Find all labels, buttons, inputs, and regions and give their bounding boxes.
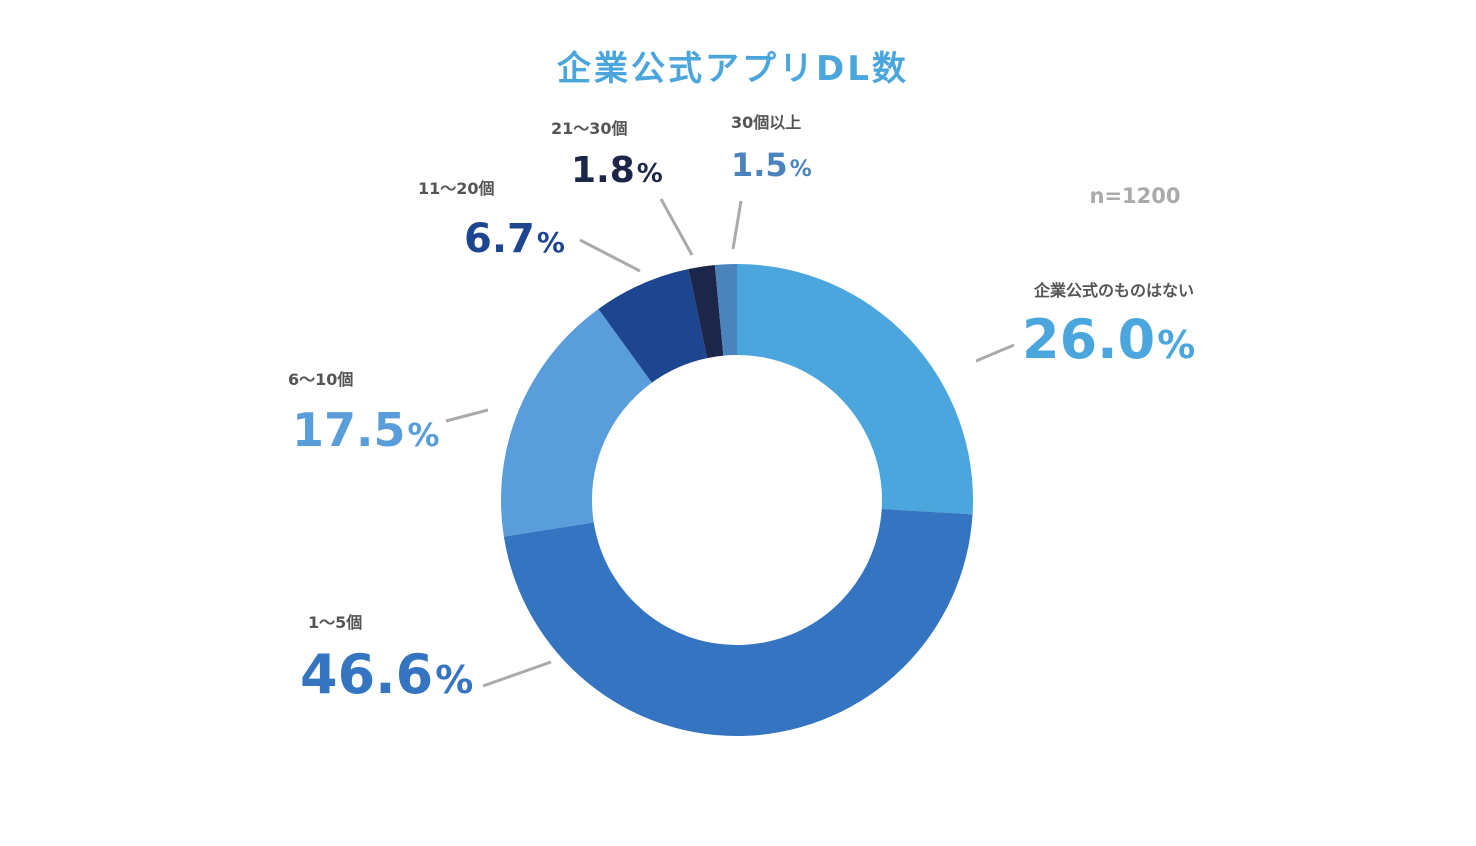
slice-percent-sign-6: % [790,157,812,182]
slice-percent-label-3: 17.5% [292,403,440,457]
chart-title: 企業公式アプリDL数 [557,49,909,89]
slice-percent-label-1: 26.0% [1022,308,1195,371]
slice-percent-sign-4: % [537,226,565,259]
slice-category-label-2: 1〜5個 [308,613,362,632]
donut-slice-5 [688,265,724,359]
leader-line-3 [445,408,489,423]
leader-lines [445,198,1015,688]
slice-percent-sign-3: % [408,416,440,454]
slice-category-label-3: 6〜10個 [288,370,353,389]
slice-percent-label-4: 6.7% [464,216,565,262]
slice-category-label-1: 企業公式のものはない [1033,281,1194,300]
donut-slice-4 [598,269,708,383]
leader-line-1 [975,343,1015,363]
slice-category-label-4: 11〜20個 [418,179,495,198]
leader-line-5 [659,198,694,256]
slice-percent-sign-1: % [1157,323,1195,367]
slice-percent-sign-2: % [435,658,473,702]
slice-percent-sign-5: % [637,159,663,189]
slice-percent-label-2: 46.6% [300,643,473,706]
donut-slice-2 [503,508,973,737]
slice-percent-value-3: 17.5 [292,403,406,457]
slice-percent-value-4: 6.7 [464,216,535,262]
donut-slice-6 [714,264,737,356]
leader-line-6 [731,200,743,250]
slice-percent-value-6: 1.5 [731,146,788,184]
slice-percent-value-5: 1.8 [571,150,635,191]
slice-category-label-6: 30個以上 [731,113,801,132]
donut-slice-1 [737,264,973,515]
slice-percent-label-6: 1.5% [731,146,812,184]
slice-percent-value-1: 26.0 [1022,308,1155,371]
slice-category-label-5: 21〜30個 [551,119,628,138]
slice-percent-value-2: 46.6 [300,643,433,706]
donut-slices [501,264,973,737]
leader-line-4 [579,238,641,273]
leader-line-2 [482,660,552,688]
donut-slice-3 [501,308,652,537]
slice-labels: 企業公式のものはない 26.0% 1〜5個 46.6% 6〜10個 17.5% 11〜20個… [288,113,1195,706]
sample-size: n=1200 [1090,184,1181,208]
slice-percent-label-5: 1.8% [571,150,663,191]
